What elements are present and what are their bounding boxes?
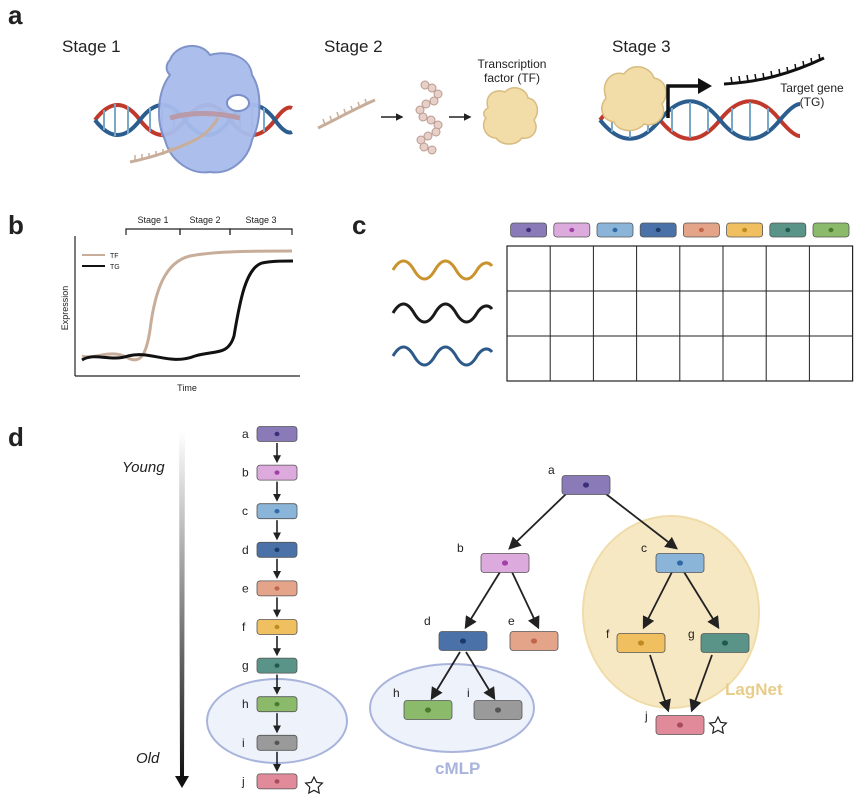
- tf-label-line2: factor (TF): [484, 71, 540, 85]
- tree-cell-f: [616, 633, 666, 653]
- chain-letter-b: b: [242, 466, 249, 480]
- chain-cell-f: [256, 619, 298, 635]
- header-cell-e: [683, 222, 720, 238]
- stage1-label: Stage 1: [62, 37, 121, 56]
- tree-cell-i: [473, 700, 523, 720]
- transcription-start-arrow-icon: [666, 78, 712, 118]
- tg-label-line1: Target gene: [780, 81, 844, 95]
- polypeptide-chain-icon: [415, 80, 443, 155]
- chain-cell-c: [256, 503, 298, 520]
- bound-transcription-factor-icon: [601, 66, 667, 132]
- old-label: Old: [136, 750, 160, 767]
- tree-letter-f: f: [606, 627, 610, 641]
- star-icon: [708, 715, 728, 735]
- time-gradient-bar: [179, 432, 185, 778]
- cells-layer: a b c d e f g h i j a b c d e f g h i j: [241, 426, 750, 790]
- gene-wave-3: [391, 345, 494, 367]
- legend-tg-label: TG: [110, 264, 120, 271]
- gene-wave-1: [391, 259, 494, 281]
- panel-a-letter: a: [8, 0, 23, 30]
- gene-wave-2: [391, 302, 494, 324]
- tree-letter-e: e: [508, 614, 515, 628]
- chain-letter-d: d: [242, 543, 249, 557]
- tf-expression-curve: [81, 249, 293, 362]
- lagnet-label: LagNet: [725, 680, 783, 699]
- lagnet-group-ellipse: [582, 515, 760, 709]
- tree-letter-h: h: [393, 686, 400, 700]
- star-icon: [304, 775, 324, 795]
- cmlp-label: cMLP: [435, 759, 480, 778]
- header-cell-h: [812, 222, 850, 238]
- tree-cell-d: [438, 631, 488, 651]
- tree-cell-b: [480, 553, 530, 573]
- tree-letter-d: d: [424, 614, 431, 628]
- header-cell-c: [596, 222, 634, 238]
- legend-tf-label: TF: [110, 253, 119, 260]
- chart-xlabel: Time: [177, 383, 197, 393]
- header-cell-d: [639, 222, 677, 238]
- tree-cell-a: [561, 475, 611, 495]
- stage3-label: Stage 3: [612, 37, 671, 56]
- tree-letter-b: b: [457, 541, 464, 555]
- chain-cell-b: [256, 464, 298, 481]
- header-cell-f: [726, 222, 763, 238]
- transcription-factor-icon: [482, 87, 539, 145]
- chain-letter-f: f: [242, 620, 246, 634]
- chain-cell-g: [256, 657, 298, 674]
- stage-brackets: [125, 228, 293, 235]
- chain-letter-e: e: [242, 581, 249, 595]
- chain-cell-e: [256, 580, 298, 597]
- rna-polymerase-illustration: [158, 45, 261, 174]
- panel-b-letter: b: [8, 210, 24, 240]
- chain-cell-j: [256, 773, 298, 790]
- young-label: Young: [122, 459, 165, 476]
- tree-letter-c: c: [641, 541, 647, 555]
- tree-cell-j: [655, 715, 705, 735]
- tree-letter-i: i: [467, 686, 470, 700]
- header-cell-b: [553, 222, 591, 238]
- chain-cell-h: [256, 696, 298, 713]
- chain-cell-i: [256, 734, 298, 751]
- tg-expression-curve: [81, 259, 294, 362]
- tf-label-line1: Transcription: [478, 57, 547, 71]
- chain-letter-j: j: [241, 774, 245, 788]
- chart-ylabel: Expression: [60, 286, 70, 331]
- tree-edges: [430, 493, 720, 713]
- chain-letter-h: h: [242, 697, 249, 711]
- chain-cell-a: [256, 426, 298, 442]
- cell-type-header: [510, 222, 850, 238]
- tree-cell-c: [655, 553, 705, 573]
- nascent-rna-strand: [129, 117, 220, 164]
- tree-letter-g: g: [688, 627, 695, 641]
- target-gene-transcript-icon: [723, 53, 825, 86]
- chain-letter-i: i: [242, 736, 245, 750]
- panel-d-letter: d: [8, 422, 24, 452]
- chain-letter-g: g: [242, 659, 249, 673]
- chain-cell-d: [256, 541, 298, 558]
- chart-stage1-label: Stage 1: [137, 215, 168, 225]
- tree-cell-h: [403, 700, 453, 720]
- header-cell-a: [510, 222, 548, 238]
- tree-letter-j: j: [644, 709, 648, 723]
- chart-axes: [74, 236, 300, 377]
- stage2-label: Stage 2: [324, 37, 383, 56]
- panel-c-letter: c: [352, 210, 366, 240]
- chain-letter-c: c: [242, 504, 248, 518]
- tg-label-line2: (TG): [800, 95, 825, 109]
- chain-letter-a: a: [242, 427, 249, 441]
- chart-stage3-label: Stage 3: [245, 215, 276, 225]
- gene-waves: [391, 259, 494, 367]
- header-cell-g: [769, 222, 807, 238]
- tree-cell-e: [509, 631, 559, 651]
- time-arrow-head: [175, 776, 189, 788]
- expression-grid: [506, 245, 854, 382]
- chart-stage2-label: Stage 2: [189, 215, 220, 225]
- mrna-strand-icon: [317, 98, 376, 130]
- tree-letter-a: a: [548, 463, 555, 477]
- tree-cell-g: [700, 633, 750, 653]
